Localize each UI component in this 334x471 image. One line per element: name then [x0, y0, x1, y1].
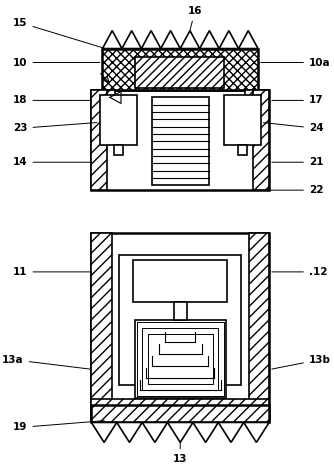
Polygon shape [244, 422, 269, 442]
Polygon shape [141, 31, 161, 49]
Polygon shape [161, 31, 180, 49]
Bar [254, 90, 269, 190]
Text: 24: 24 [264, 122, 324, 133]
Text: 18: 18 [13, 96, 92, 106]
Bar [100, 96, 137, 145]
Text: 23: 23 [13, 122, 97, 133]
Text: 13: 13 [173, 427, 187, 464]
Polygon shape [219, 31, 238, 49]
Text: 13b: 13b [272, 355, 331, 369]
Bar [92, 90, 269, 190]
Text: 15: 15 [13, 17, 103, 48]
Text: 21: 21 [272, 157, 323, 167]
Text: 19: 19 [13, 421, 104, 432]
Bar [92, 405, 269, 422]
Polygon shape [122, 31, 141, 49]
Bar [92, 90, 116, 142]
Bar [135, 320, 225, 398]
Bar [92, 233, 112, 421]
Text: 22: 22 [256, 185, 323, 195]
Polygon shape [193, 422, 218, 442]
Polygon shape [103, 31, 122, 49]
Bar [92, 398, 269, 421]
Polygon shape [218, 422, 244, 442]
Bar [152, 97, 209, 185]
Polygon shape [142, 422, 168, 442]
Bar [249, 233, 269, 421]
Bar [114, 145, 123, 155]
Bar [135, 57, 224, 89]
Bar [237, 145, 247, 155]
Text: 14: 14 [13, 157, 92, 167]
Text: 10: 10 [13, 57, 100, 67]
Text: 13a: 13a [2, 355, 92, 369]
Polygon shape [200, 31, 219, 49]
Bar [119, 255, 241, 384]
Bar [92, 90, 107, 190]
Bar [224, 96, 261, 145]
Text: 10a: 10a [261, 57, 331, 67]
Text: 17: 17 [272, 96, 324, 106]
Text: .12: .12 [272, 267, 327, 277]
Bar [245, 90, 269, 142]
Text: 16: 16 [185, 6, 202, 51]
Polygon shape [117, 422, 142, 442]
Polygon shape [168, 422, 193, 442]
Bar [133, 260, 227, 302]
Bar [174, 302, 187, 320]
Polygon shape [180, 31, 200, 49]
Bar [103, 49, 258, 90]
Bar [92, 233, 269, 421]
Polygon shape [92, 422, 117, 442]
Polygon shape [238, 31, 258, 49]
Text: 11: 11 [13, 267, 92, 277]
